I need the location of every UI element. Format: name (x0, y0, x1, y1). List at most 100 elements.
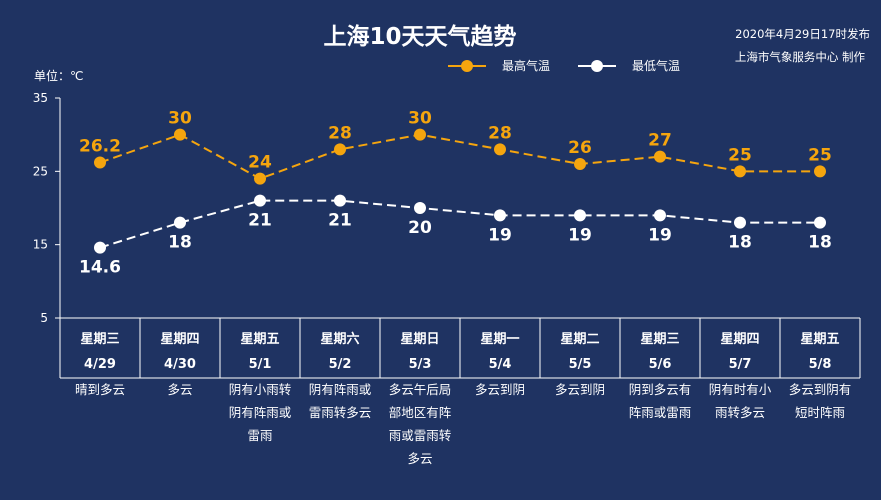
category-0: 星期三 4/29 晴到多云 (75, 332, 125, 397)
producer-credit: 上海市气象服务中心 制作 (735, 50, 866, 64)
point-low (574, 209, 586, 222)
category-day: 星期四 (160, 332, 199, 347)
category-date: 5/3 (409, 357, 432, 372)
point-low (414, 202, 426, 214)
data-label-high: 28 (328, 123, 352, 143)
legend-marker (461, 60, 473, 72)
point-low (254, 194, 266, 207)
category-weather-line: 多云 (167, 382, 192, 397)
category-day: 星期一 (480, 332, 519, 347)
category-weather-line: 短时阵雨 (795, 405, 845, 420)
point-high (94, 156, 106, 169)
category-weather-line: 阵雨或雷雨 (629, 405, 692, 420)
category-weather-line: 阴有阵雨或 (309, 382, 372, 397)
y-axis-unit-label: 单位：℃ (34, 68, 83, 83)
category-weather-line: 阴到多云有 (629, 382, 692, 397)
y-tick-label: 35 (33, 91, 48, 105)
series-line-high (99, 133, 820, 180)
data-label-high: 26.2 (79, 137, 121, 157)
data-label-high: 26 (568, 138, 592, 158)
data-label-low: 19 (488, 225, 512, 245)
category-weather-line: 阴有小雨转 (229, 382, 292, 397)
y-tick-label: 5 (40, 311, 48, 325)
point-low (654, 209, 666, 222)
legend-item-high: 最高气温 (448, 58, 550, 73)
data-label-high: 25 (808, 145, 832, 165)
category-1: 星期四 4/30 多云 (160, 332, 199, 397)
category-weather-line: 雨转多云 (715, 405, 765, 420)
category-day: 星期三 (80, 332, 119, 347)
data-label-high: 24 (248, 153, 272, 173)
category-weather-line: 雨或雷雨转 (389, 428, 452, 443)
data-label-low: 20 (408, 218, 432, 238)
point-high (814, 165, 826, 178)
category-weather-line: 多云到阴有 (789, 382, 852, 397)
x-categories: 星期三4/29晴到多云星期四4/30多云星期五5/1阴有小雨转阴有阵雨或雷雨星期… (75, 331, 851, 466)
category-day: 星期日 (400, 332, 439, 347)
data-label-high: 25 (728, 145, 752, 165)
data-label-low: 19 (648, 225, 672, 245)
data-label-low: 19 (568, 225, 592, 245)
point-low (334, 194, 346, 207)
category-weather-line: 多云 (407, 451, 432, 466)
category-weather-line: 多云到阴 (555, 382, 605, 397)
point-low (494, 209, 506, 222)
category-weather-line: 晴到多云 (75, 382, 125, 397)
legend-item-low: 最低气温 (578, 58, 680, 73)
series-low: 14.6 18 21 21 20 19 19 19 18 18 (79, 194, 832, 278)
category-weather-line: 阴有阵雨或 (229, 405, 292, 420)
y-tick-label: 25 (33, 164, 48, 178)
point-high (334, 143, 346, 156)
chart-title: 上海10天天气趋势 (323, 23, 516, 50)
category-day: 星期六 (320, 331, 359, 347)
category-weather-line: 部地区有阵 (389, 405, 452, 420)
data-label-high: 27 (648, 131, 672, 151)
data-label-low: 18 (808, 233, 832, 253)
data-label-high: 30 (168, 109, 192, 129)
category-date: 5/1 (249, 357, 272, 372)
point-low (814, 216, 826, 229)
category-day: 星期二 (560, 332, 599, 347)
legend-label: 最高气温 (502, 58, 550, 73)
y-tick-label: 15 (33, 238, 48, 252)
point-high (494, 143, 506, 156)
point-high (734, 165, 746, 178)
data-label-low: 18 (728, 233, 752, 253)
category-date: 4/29 (84, 357, 116, 372)
data-label-low: 21 (248, 211, 272, 231)
category-day: 星期三 (640, 332, 679, 347)
category-date: 4/30 (164, 357, 196, 372)
issue-time: 2020年4月29日17时发布 (735, 27, 870, 41)
legend: 最高气温 最低气温 (448, 58, 680, 73)
series-line-low (99, 199, 820, 249)
category-day: 星期五 (800, 332, 839, 347)
point-high (254, 172, 266, 185)
category-date: 5/4 (489, 357, 512, 372)
category-weather-line: 雷雨 (247, 428, 272, 443)
category-weather-line: 多云到阴 (475, 382, 525, 397)
category-date: 5/7 (729, 357, 752, 372)
chart-axes: 5 15 25 35 (33, 91, 861, 379)
category-date: 5/5 (569, 357, 592, 372)
series-layer: 26.2 30 24 28 30 28 26 27 25 25 14.6 18 21 21 20 19 19 19… (79, 109, 832, 278)
category-5: 星期一 5/4 多云到阴 (475, 332, 525, 397)
point-high (574, 158, 586, 170)
category-6: 星期二 5/5 多云到阴 (555, 332, 605, 397)
data-label-high: 30 (408, 109, 432, 129)
legend-marker (591, 60, 603, 72)
point-low (94, 241, 106, 254)
legend-label: 最低气温 (632, 58, 680, 73)
point-high (654, 150, 666, 163)
category-date: 5/8 (809, 357, 832, 372)
category-day: 星期四 (720, 332, 759, 347)
point-low (174, 216, 186, 229)
category-date: 5/6 (649, 357, 672, 372)
point-high (174, 128, 186, 141)
series-high: 26.2 30 24 28 30 28 26 27 25 25 (79, 109, 832, 185)
